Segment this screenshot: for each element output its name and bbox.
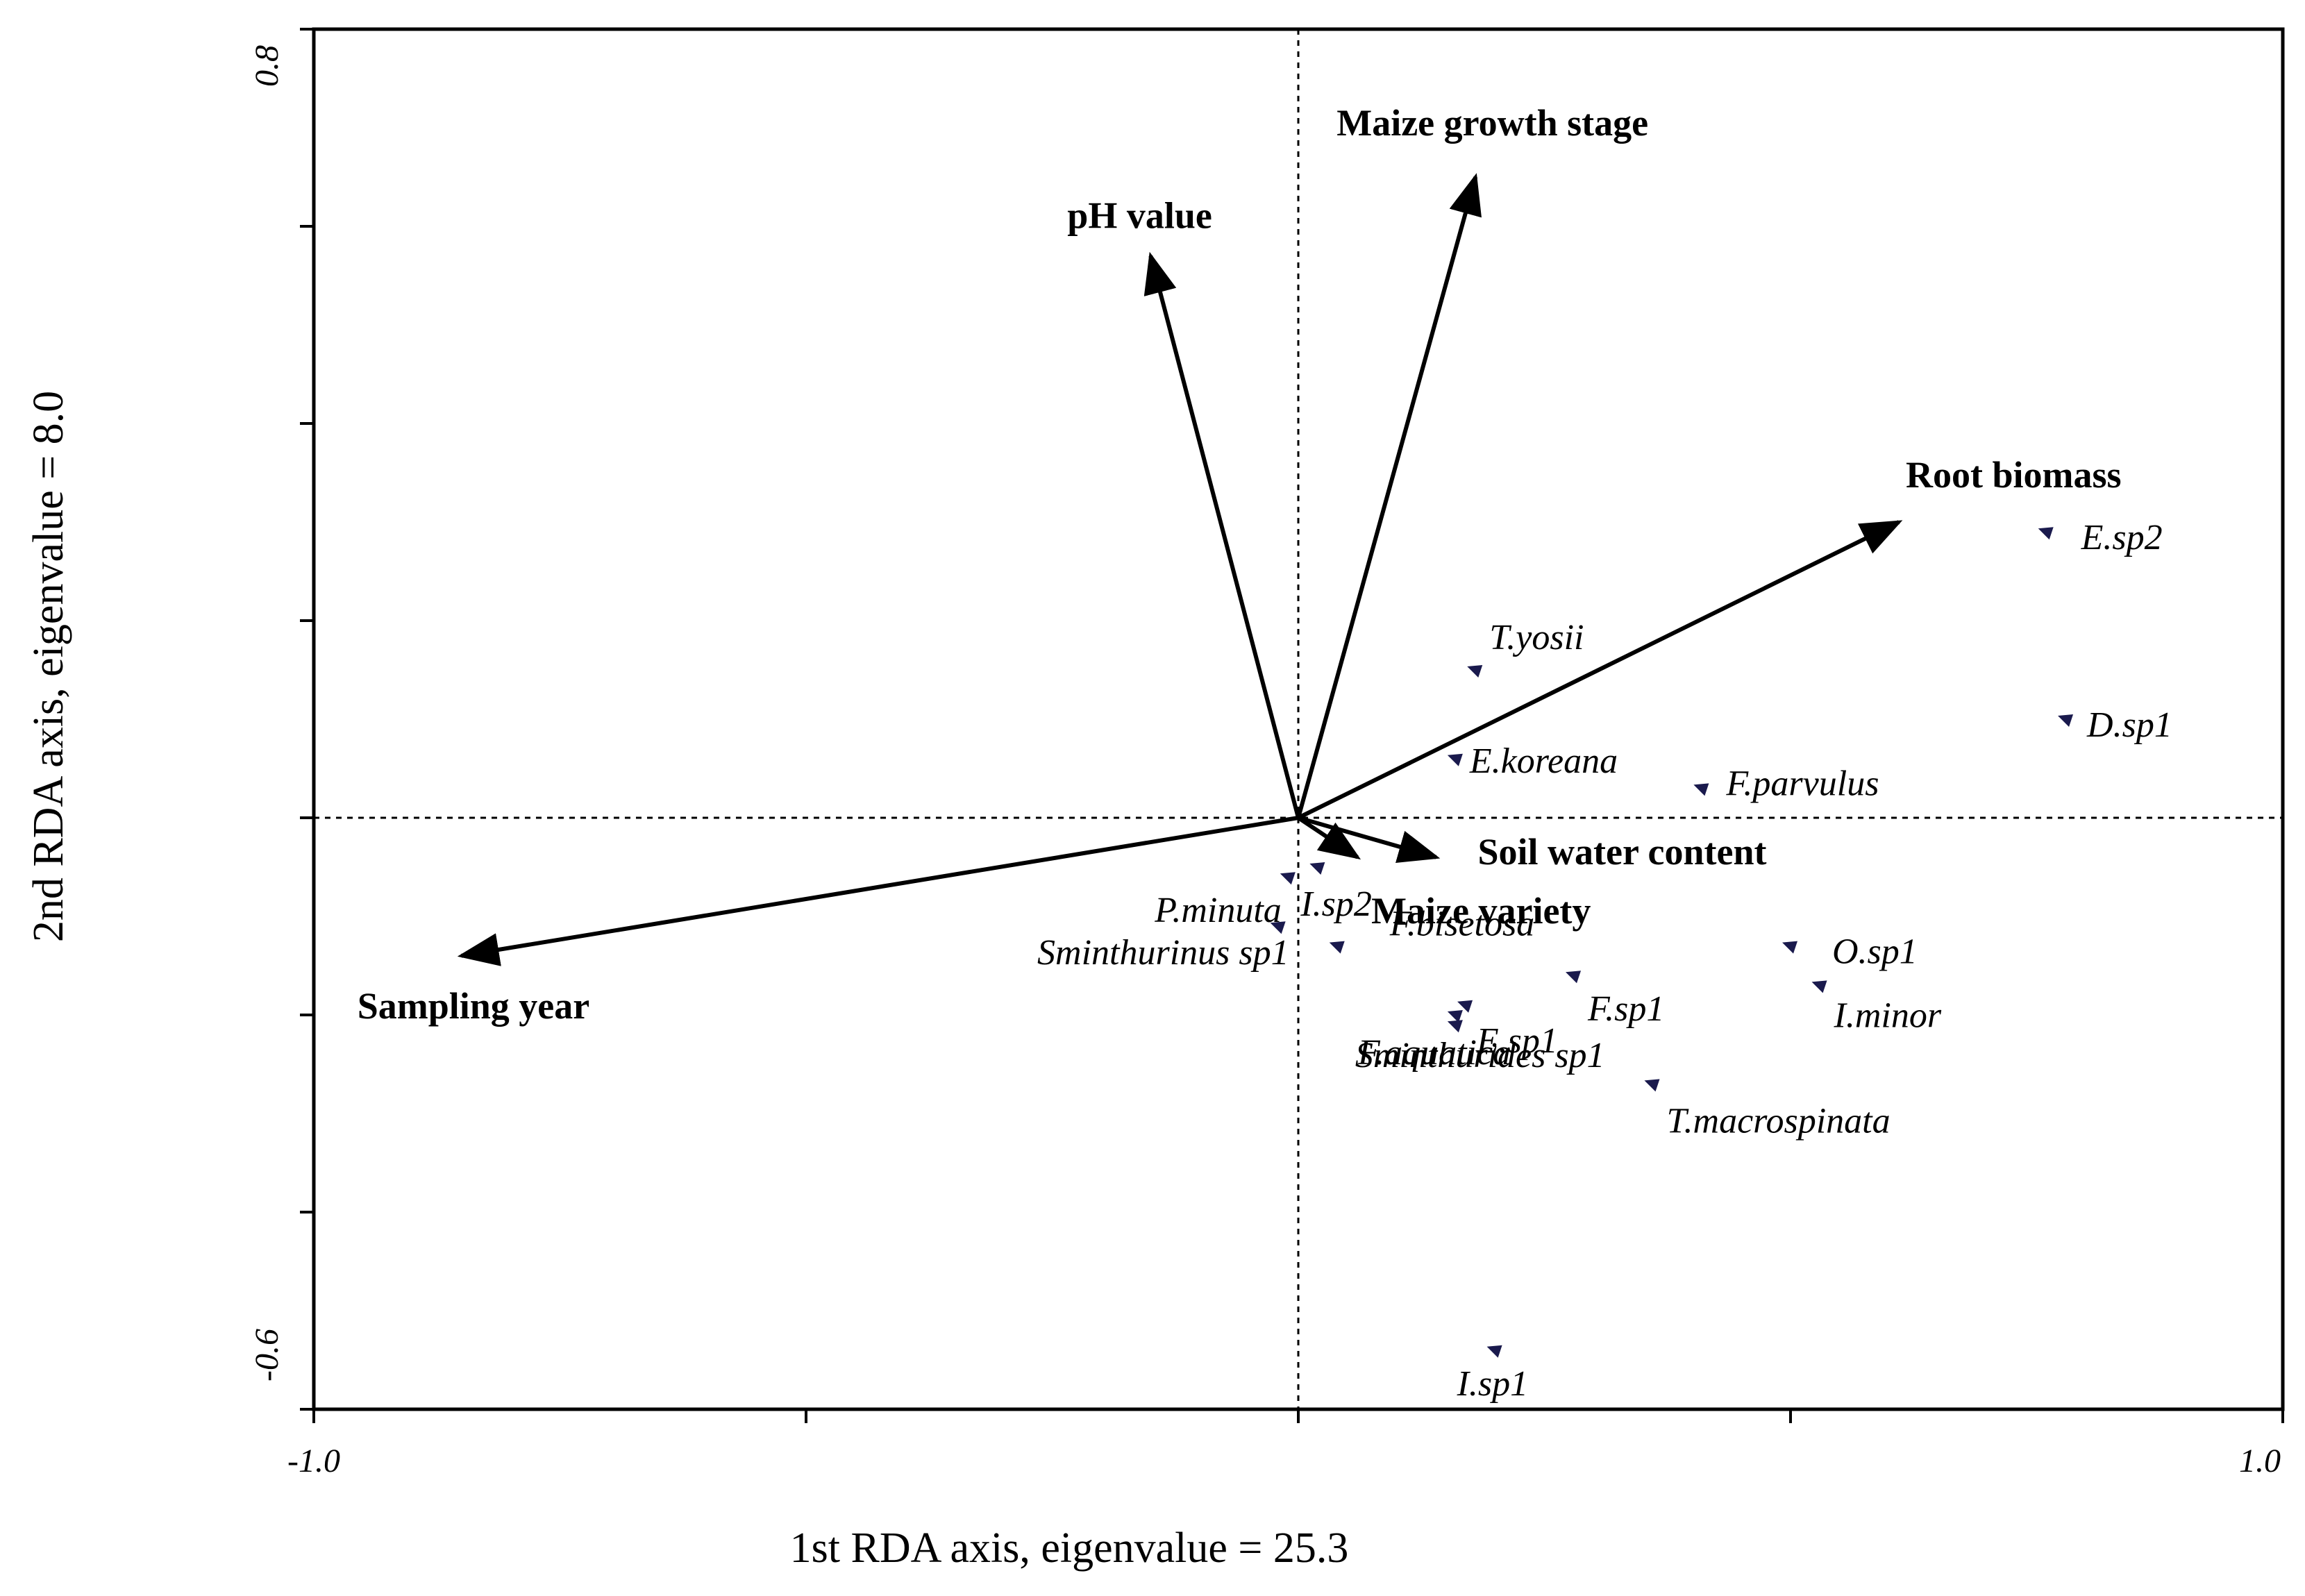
species-label-2: T.yosii bbox=[1489, 618, 1584, 657]
env-vector-label-5: Sampling year bbox=[358, 985, 590, 1027]
species-label-7: Sminthurinus sp1 bbox=[1037, 933, 1289, 973]
species-label-11: F.sp1 bbox=[1587, 989, 1664, 1029]
species-marker-11 bbox=[1566, 971, 1582, 984]
species-label-14: I.minor bbox=[1834, 996, 1942, 1035]
species-marker-14 bbox=[1811, 980, 1827, 993]
species-label-12: F.aquatica bbox=[1357, 1033, 1511, 1073]
species-marker-0 bbox=[2038, 527, 2054, 540]
axis-ticks bbox=[300, 28, 2284, 1423]
env-vector-5 bbox=[457, 816, 1299, 966]
species-label-13: O.sp1 bbox=[1832, 932, 1918, 972]
env-vector-label-4: Maize variety bbox=[1371, 890, 1591, 932]
species-marker-12 bbox=[1457, 1000, 1473, 1013]
species-label-10: E.sp1 bbox=[1476, 1021, 1558, 1061]
species-marker-13 bbox=[1782, 941, 1797, 954]
species-label-4: F.parvulus bbox=[1725, 764, 1879, 803]
env-vector-2 bbox=[1297, 520, 1903, 820]
y-tick-label-max: 0.8 bbox=[249, 45, 285, 87]
env-vector-1 bbox=[1143, 251, 1300, 818]
species-label-1: D.sp1 bbox=[2086, 705, 2172, 745]
env-vector-label-2: Root biomass bbox=[1906, 454, 2122, 496]
x-tick-label-max: 1.0 bbox=[2239, 1443, 2281, 1479]
species-marker-5 bbox=[1280, 872, 1296, 885]
species-marker-9 bbox=[1447, 1010, 1463, 1023]
species-label-6: I.sp2 bbox=[1300, 884, 1372, 924]
env-vector-label-0: Maize growth stage bbox=[1336, 102, 1648, 144]
x-tick-label-min: -1.0 bbox=[287, 1443, 340, 1479]
species-points: E.sp2 D.sp1 T.yosii E.koreana F.parvulus P.mi… bbox=[1037, 518, 2172, 1404]
species-marker-15 bbox=[1644, 1079, 1660, 1092]
species-label-15: T.macrospinata bbox=[1666, 1101, 1890, 1141]
species-marker-7 bbox=[1270, 921, 1286, 934]
species-marker-10 bbox=[1447, 1020, 1463, 1033]
species-marker-3 bbox=[1447, 753, 1463, 766]
env-vector-4 bbox=[1297, 816, 1361, 860]
environmental-vectors: Maize growth stage pH value Root biomass So… bbox=[358, 102, 2122, 1027]
species-label-0: E.sp2 bbox=[2081, 518, 2163, 557]
species-marker-1 bbox=[2058, 714, 2074, 727]
species-marker-4 bbox=[1693, 783, 1709, 796]
env-vector-3 bbox=[1298, 816, 1441, 864]
species-marker-16 bbox=[1486, 1345, 1502, 1358]
species-label-5: P.minuta bbox=[1154, 891, 1282, 930]
y-tick-label-min: -0.6 bbox=[249, 1329, 285, 1381]
species-label-16: I.sp1 bbox=[1457, 1364, 1529, 1404]
x-axis-title: 1st RDA axis, eigenvalue = 25.3 bbox=[790, 1524, 1349, 1572]
species-label-3: E.koreana bbox=[1469, 741, 1618, 781]
env-vector-0 bbox=[1296, 173, 1482, 818]
origin-lines bbox=[314, 29, 2283, 1409]
env-vector-label-1: pH value bbox=[1067, 195, 1212, 237]
species-marker-6 bbox=[1309, 862, 1325, 875]
species-marker-2 bbox=[1467, 665, 1483, 678]
species-label-9: Sminthurides sp1 bbox=[1355, 1036, 1605, 1075]
species-label-8: F.bisetosa bbox=[1389, 905, 1535, 944]
species-marker-8 bbox=[1329, 941, 1345, 954]
y-axis-title: 2nd RDA axis, eigenvalue = 8.0 bbox=[25, 391, 72, 942]
env-vector-label-3: Soil water content bbox=[1478, 831, 1767, 873]
